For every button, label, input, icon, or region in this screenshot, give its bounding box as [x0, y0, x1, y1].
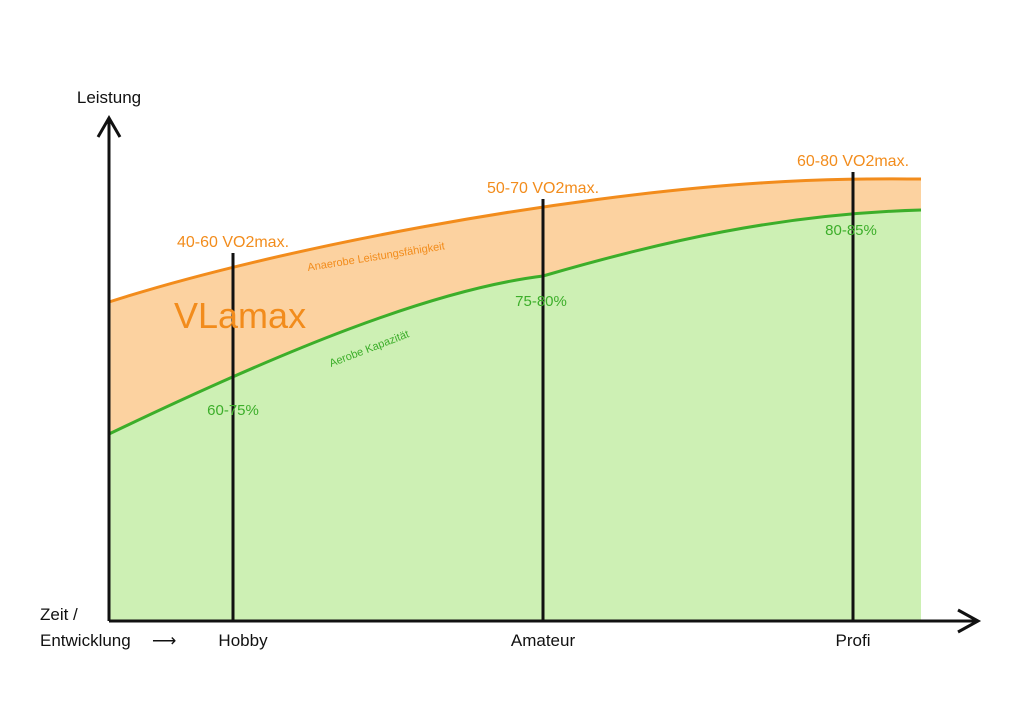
y-axis-arrowhead [96, 115, 122, 138]
tick-label-amateur: Amateur [511, 631, 576, 650]
x-axis-label-line1: Zeit / [40, 605, 78, 624]
tick-label-profi: Profi [836, 631, 871, 650]
x-axis-arrowhead [957, 608, 982, 634]
vlamax-region-label: VLamax [174, 295, 306, 336]
vo2max-label-hobby: 40-60 VO2max. [177, 234, 289, 251]
percent-label-hobby: 60-75% [207, 402, 259, 419]
x-axis-label-arrow: ⟶ [152, 631, 176, 650]
percent-label-amateur: 75-80% [515, 293, 567, 310]
vo2max-label-profi: 60-80 VO2max. [797, 153, 909, 170]
vo2max-label-amateur: 50-70 VO2max. [487, 180, 599, 197]
y-axis-label: Leistung [77, 88, 141, 107]
anaerobic-curve [108, 177, 922, 304]
tick-label-hobby: Hobby [218, 631, 268, 650]
aerobic-area [109, 210, 921, 621]
x-axis-label-line2: Entwicklung [40, 631, 131, 650]
percent-label-profi: 80-85% [825, 222, 877, 239]
